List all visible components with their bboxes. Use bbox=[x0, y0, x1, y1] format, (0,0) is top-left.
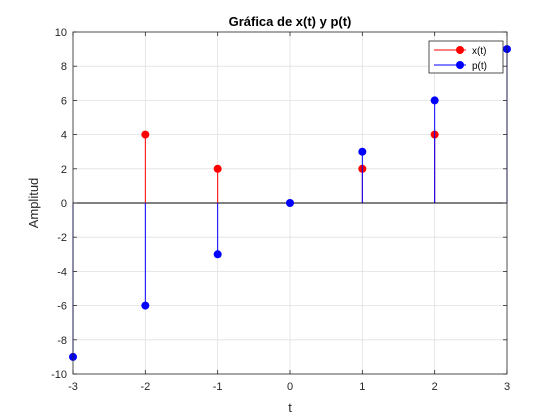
y-tick-label: 8 bbox=[61, 61, 67, 73]
legend-label: x(t) bbox=[472, 46, 486, 57]
y-tick-label: 10 bbox=[55, 27, 67, 39]
x-tick-label: -3 bbox=[68, 381, 78, 393]
x-tick-label: -1 bbox=[213, 381, 223, 393]
x-tick-label: 0 bbox=[287, 381, 293, 393]
legend-box bbox=[428, 40, 504, 74]
y-tick-label: -2 bbox=[57, 232, 67, 244]
x-tick-label: -2 bbox=[140, 381, 150, 393]
stem-marker bbox=[286, 199, 294, 207]
x-tick-label: 1 bbox=[359, 381, 365, 393]
legend: x(t) p(t) bbox=[428, 40, 504, 74]
stem-marker bbox=[430, 96, 439, 105]
x-axis-label: t bbox=[288, 400, 292, 415]
stem-marker bbox=[213, 164, 222, 173]
stem-marker bbox=[141, 130, 150, 139]
chart-title: Gráfica de x(t) y p(t) bbox=[229, 14, 352, 29]
y-tick-label: -6 bbox=[57, 301, 67, 313]
legend-marker bbox=[456, 46, 464, 54]
y-tick-label: 4 bbox=[61, 130, 67, 142]
legend-label: p(t) bbox=[472, 61, 487, 72]
y-tick-label: -4 bbox=[57, 266, 67, 278]
y-tick-label: -10 bbox=[51, 369, 67, 381]
y-tick-label: 0 bbox=[61, 198, 67, 210]
x-tick-label: 3 bbox=[504, 381, 510, 393]
y-tick-label: -8 bbox=[57, 335, 67, 347]
stem-marker bbox=[358, 147, 367, 156]
legend-marker bbox=[456, 61, 464, 69]
stem-marker bbox=[141, 301, 150, 310]
y-axis-label: Amplitud bbox=[26, 178, 41, 229]
x-tick-label: 2 bbox=[432, 381, 438, 393]
y-tick-label: 6 bbox=[61, 95, 67, 107]
stem-marker bbox=[213, 250, 222, 259]
y-tick-label: 2 bbox=[61, 164, 67, 176]
